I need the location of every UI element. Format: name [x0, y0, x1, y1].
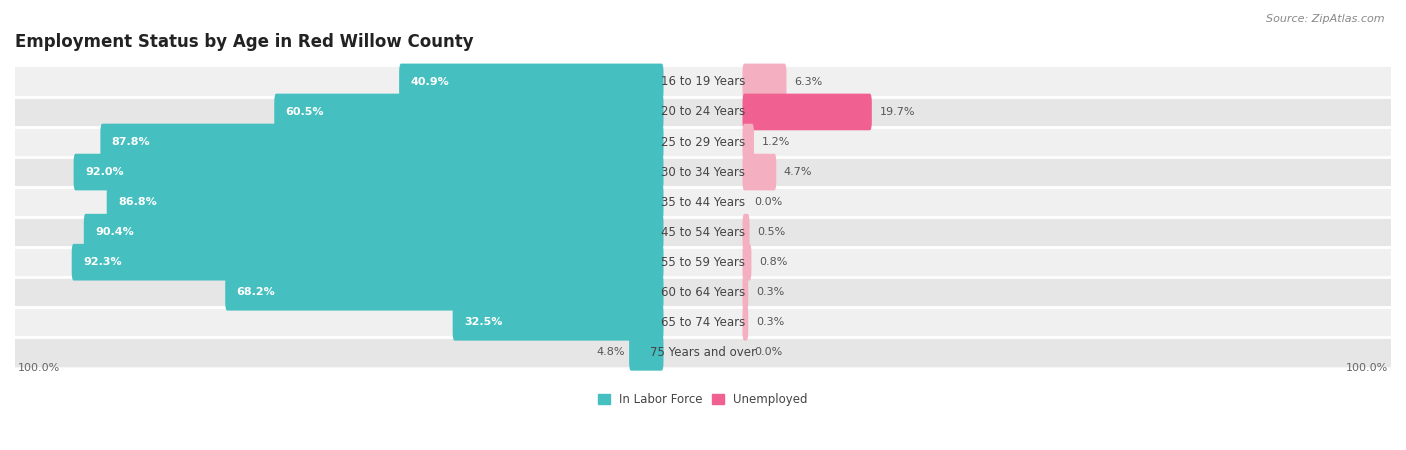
FancyBboxPatch shape [453, 304, 664, 341]
Text: 92.3%: 92.3% [83, 257, 122, 267]
Text: 35 to 44 Years: 35 to 44 Years [661, 196, 745, 209]
Text: 0.3%: 0.3% [756, 317, 785, 327]
FancyBboxPatch shape [15, 67, 1391, 97]
FancyBboxPatch shape [84, 214, 664, 251]
FancyBboxPatch shape [15, 247, 1391, 277]
Text: 19.7%: 19.7% [880, 107, 915, 117]
Text: 55 to 59 Years: 55 to 59 Years [661, 256, 745, 269]
Text: 65 to 74 Years: 65 to 74 Years [661, 316, 745, 329]
Text: 100.0%: 100.0% [1346, 363, 1388, 374]
Text: 100.0%: 100.0% [18, 363, 60, 374]
Text: 32.5%: 32.5% [464, 317, 502, 327]
Text: 0.8%: 0.8% [759, 257, 787, 267]
FancyBboxPatch shape [225, 274, 664, 310]
FancyBboxPatch shape [15, 307, 1391, 338]
Text: Source: ZipAtlas.com: Source: ZipAtlas.com [1267, 14, 1385, 23]
Text: 0.0%: 0.0% [754, 347, 782, 357]
Text: 86.8%: 86.8% [118, 197, 157, 207]
Text: 60.5%: 60.5% [285, 107, 325, 117]
Text: 1.2%: 1.2% [762, 137, 790, 147]
Text: 0.5%: 0.5% [758, 227, 786, 237]
FancyBboxPatch shape [742, 244, 751, 280]
FancyBboxPatch shape [15, 338, 1391, 367]
FancyBboxPatch shape [742, 94, 872, 130]
FancyBboxPatch shape [399, 63, 664, 100]
Text: 20 to 24 Years: 20 to 24 Years [661, 105, 745, 118]
FancyBboxPatch shape [15, 187, 1391, 217]
Text: 4.7%: 4.7% [785, 167, 813, 177]
FancyBboxPatch shape [628, 334, 664, 371]
FancyBboxPatch shape [274, 94, 664, 130]
Text: 0.0%: 0.0% [754, 197, 782, 207]
Text: 92.0%: 92.0% [86, 167, 124, 177]
Text: 60 to 64 Years: 60 to 64 Years [661, 286, 745, 299]
Text: Employment Status by Age in Red Willow County: Employment Status by Age in Red Willow C… [15, 33, 474, 51]
Text: 68.2%: 68.2% [236, 287, 276, 297]
FancyBboxPatch shape [15, 127, 1391, 157]
FancyBboxPatch shape [15, 157, 1391, 187]
FancyBboxPatch shape [742, 304, 748, 341]
Text: 4.8%: 4.8% [596, 347, 624, 357]
FancyBboxPatch shape [742, 274, 748, 310]
Text: 40.9%: 40.9% [411, 77, 450, 87]
Text: 75 Years and over: 75 Years and over [650, 346, 756, 359]
FancyBboxPatch shape [15, 97, 1391, 127]
FancyBboxPatch shape [72, 244, 664, 280]
FancyBboxPatch shape [742, 124, 754, 160]
Text: 87.8%: 87.8% [112, 137, 150, 147]
FancyBboxPatch shape [100, 124, 664, 160]
FancyBboxPatch shape [742, 154, 776, 190]
FancyBboxPatch shape [15, 217, 1391, 247]
FancyBboxPatch shape [742, 214, 749, 251]
FancyBboxPatch shape [73, 154, 664, 190]
Text: 0.3%: 0.3% [756, 287, 785, 297]
FancyBboxPatch shape [742, 63, 786, 100]
Text: 25 to 29 Years: 25 to 29 Years [661, 135, 745, 148]
Text: 90.4%: 90.4% [96, 227, 134, 237]
Legend: In Labor Force, Unemployed: In Labor Force, Unemployed [596, 390, 810, 408]
FancyBboxPatch shape [107, 184, 664, 220]
Text: 16 to 19 Years: 16 to 19 Years [661, 76, 745, 88]
Text: 45 to 54 Years: 45 to 54 Years [661, 225, 745, 238]
Text: 30 to 34 Years: 30 to 34 Years [661, 166, 745, 179]
Text: 6.3%: 6.3% [794, 77, 823, 87]
FancyBboxPatch shape [15, 277, 1391, 307]
